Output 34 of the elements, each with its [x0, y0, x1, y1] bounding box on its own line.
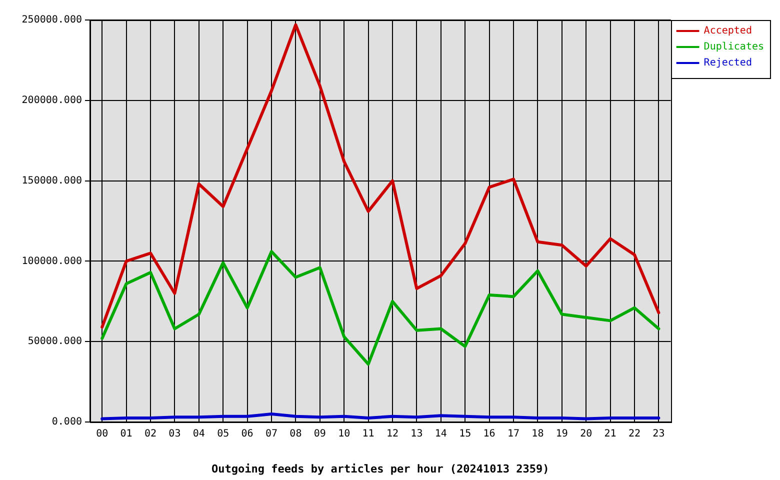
x-tick-label: 11 — [362, 428, 374, 440]
y-tick-label: 50000.000 — [28, 336, 82, 348]
y-tick-label: 200000.000 — [22, 94, 82, 106]
x-tick-label: 19 — [556, 428, 568, 440]
x-tick-label: 07 — [265, 428, 278, 440]
x-tick-label: 02 — [144, 428, 157, 440]
x-tick-label: 14 — [434, 428, 447, 440]
y-tick-label: 100000.000 — [22, 256, 82, 267]
x-tick-label: 15 — [459, 428, 472, 440]
x-tick-label: 22 — [628, 428, 641, 440]
x-tick-label: 09 — [314, 428, 326, 440]
x-tick-label: 08 — [290, 428, 302, 440]
y-tick-label: 0.000 — [52, 416, 82, 428]
x-tick-label: 12 — [386, 428, 399, 440]
x-tick-label: 18 — [532, 428, 544, 440]
x-tick-label: 01 — [120, 428, 132, 440]
x-tick-label: 17 — [507, 428, 520, 440]
y-tick-label: 150000.000 — [22, 175, 82, 186]
legend-label: Rejected — [704, 58, 752, 69]
x-tick-label: 21 — [604, 428, 616, 440]
y-tick-label: 250000.000 — [22, 14, 82, 26]
x-tick-label: 03 — [168, 428, 181, 440]
x-tick-label: 05 — [217, 428, 230, 440]
legend-label: Duplicates — [704, 42, 764, 53]
x-axis-title: Outgoing feeds by articles per hour (20241013 2359) — [212, 462, 550, 476]
x-tick-label: 20 — [580, 428, 592, 440]
x-tick-label: 23 — [652, 428, 665, 440]
x-tick-label: 10 — [338, 428, 350, 440]
x-tick-label: 06 — [241, 428, 254, 440]
legend-label: Accepted — [704, 26, 752, 37]
x-tick-label: 13 — [410, 428, 423, 440]
x-tick-label: 04 — [192, 428, 205, 440]
x-tick-label: 16 — [483, 428, 496, 440]
x-tick-label: 00 — [96, 428, 108, 440]
